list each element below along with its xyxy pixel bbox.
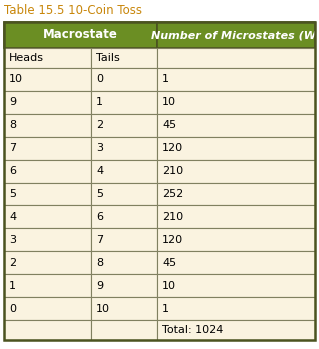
Text: 6: 6	[9, 166, 16, 176]
Bar	[4, 22, 157, 48]
Bar	[4, 206, 91, 228]
Bar	[91, 320, 157, 340]
Bar	[157, 274, 315, 297]
Bar	[157, 48, 315, 68]
Bar	[91, 91, 157, 114]
Bar	[91, 137, 157, 159]
Bar	[91, 114, 157, 137]
Text: 7: 7	[96, 235, 103, 245]
Bar	[91, 251, 157, 274]
Bar	[4, 137, 91, 159]
Text: 3: 3	[96, 143, 103, 153]
Bar	[91, 274, 157, 297]
Text: 210: 210	[162, 212, 183, 222]
Bar	[91, 228, 157, 251]
Bar	[157, 91, 315, 114]
Bar	[157, 114, 315, 137]
Text: 8: 8	[9, 120, 16, 130]
Text: 120: 120	[162, 235, 183, 245]
Text: Total: 1024: Total: 1024	[162, 325, 223, 335]
Text: Tails: Tails	[96, 53, 120, 63]
Text: 1: 1	[9, 281, 16, 291]
Text: 1: 1	[96, 97, 103, 107]
Bar	[157, 137, 315, 159]
Bar	[91, 68, 157, 91]
Text: 4: 4	[96, 166, 103, 176]
Bar	[4, 91, 91, 114]
Text: 10: 10	[96, 304, 110, 313]
Bar	[4, 297, 91, 320]
Text: 7: 7	[9, 143, 16, 153]
Text: 1: 1	[162, 304, 169, 313]
Bar	[157, 183, 315, 206]
Bar	[4, 251, 91, 274]
Bar	[4, 159, 91, 183]
Text: 5: 5	[96, 189, 103, 199]
Bar	[157, 228, 315, 251]
Text: 210: 210	[162, 166, 183, 176]
Text: Heads: Heads	[9, 53, 44, 63]
Text: Macrostate: Macrostate	[43, 29, 118, 42]
Bar	[157, 297, 315, 320]
Bar	[91, 297, 157, 320]
Text: 6: 6	[96, 212, 103, 222]
Text: 1: 1	[162, 74, 169, 84]
Text: 0: 0	[96, 74, 103, 84]
Bar	[91, 206, 157, 228]
Bar	[4, 228, 91, 251]
Text: 8: 8	[96, 258, 103, 268]
Bar	[157, 22, 315, 48]
Text: 45: 45	[162, 120, 176, 130]
Bar	[4, 48, 91, 68]
Bar	[157, 159, 315, 183]
Text: 10: 10	[9, 74, 23, 84]
Bar	[157, 320, 315, 340]
Text: 10: 10	[162, 97, 176, 107]
Text: Number of Microstates (W): Number of Microstates (W)	[151, 30, 319, 40]
Text: 0: 0	[9, 304, 16, 313]
Bar	[157, 68, 315, 91]
Text: 2: 2	[9, 258, 16, 268]
Text: 5: 5	[9, 189, 16, 199]
Bar	[4, 114, 91, 137]
Bar	[91, 183, 157, 206]
Text: 3: 3	[9, 235, 16, 245]
Bar	[157, 206, 315, 228]
Bar	[4, 320, 91, 340]
Text: 120: 120	[162, 143, 183, 153]
Bar	[4, 183, 91, 206]
Text: 45: 45	[162, 258, 176, 268]
Bar	[4, 68, 91, 91]
Text: 252: 252	[162, 189, 183, 199]
Bar	[157, 251, 315, 274]
Text: 10: 10	[162, 281, 176, 291]
Text: Table 15.5 10-Coin Toss: Table 15.5 10-Coin Toss	[4, 4, 142, 17]
Text: 9: 9	[96, 281, 103, 291]
Text: 9: 9	[9, 97, 16, 107]
Text: 4: 4	[9, 212, 16, 222]
Bar	[91, 48, 157, 68]
Text: 2: 2	[96, 120, 103, 130]
Bar	[4, 274, 91, 297]
Bar	[91, 159, 157, 183]
